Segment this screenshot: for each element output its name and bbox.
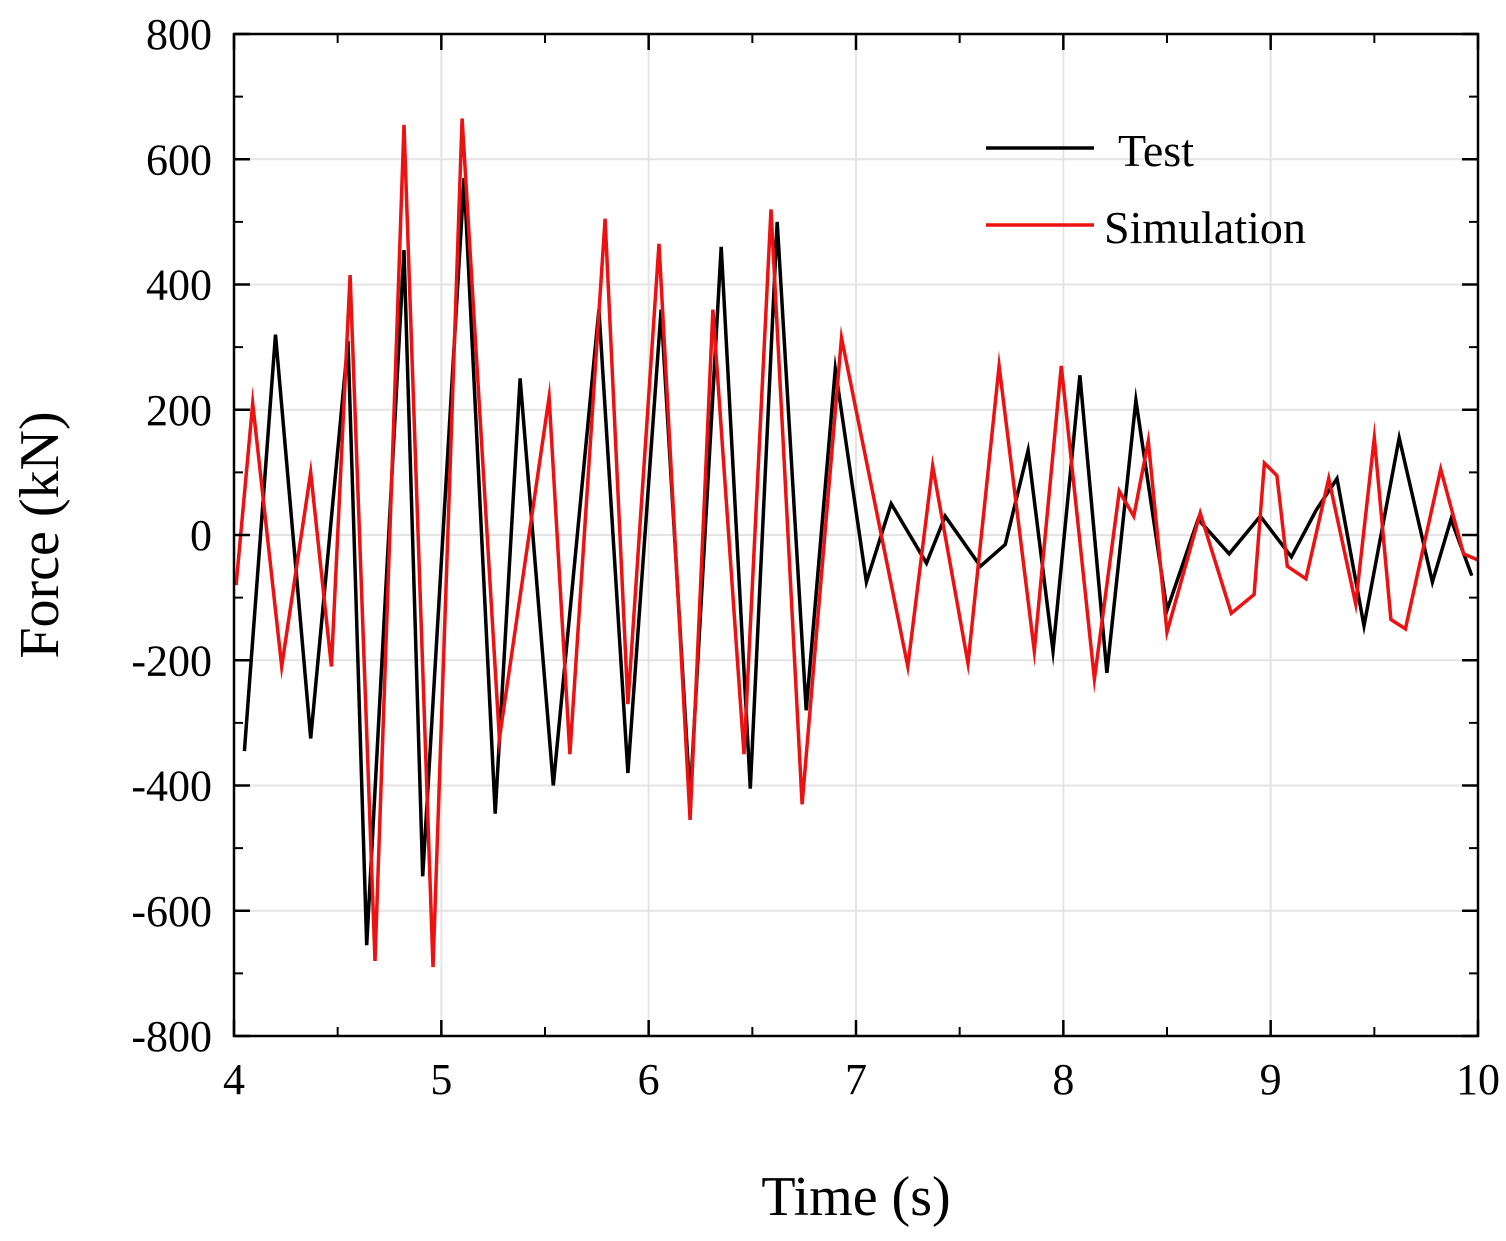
x-axis-title: Time (s) [761,1166,950,1228]
y-tick-label: -200 [131,636,212,685]
y-tick-label: 600 [146,135,212,184]
legend: Test Simulation [986,125,1306,253]
y-tick-label: 400 [146,261,212,310]
x-tick-label: 6 [638,1055,660,1104]
y-tick-label: 200 [146,386,212,435]
x-tick-label: 10 [1456,1055,1500,1104]
y-tick-label: -800 [131,1012,212,1061]
axis-ticks [232,32,1480,1038]
y-tick-label: 800 [146,10,212,59]
legend-label-test: Test [1118,125,1194,176]
series-line-simulation [234,118,1479,968]
x-tick-label: 7 [845,1055,867,1104]
series-lines [234,118,1479,968]
x-tick-label: 4 [223,1055,245,1104]
legend-label-simulation: Simulation [1104,202,1306,253]
x-tick-label: 9 [1260,1055,1282,1104]
y-tick-label: -400 [131,762,212,811]
tick-labels: 4 5 6 7 8 9 10 -800 -600 -400 -200 0 200 400 600 800 [131,10,1500,1104]
x-tick-label: 8 [1052,1055,1074,1104]
y-tick-label: -600 [131,887,212,936]
y-tick-label: 0 [190,511,212,560]
y-axis-title: Force (kN) [9,411,71,658]
x-tick-label: 5 [430,1055,452,1104]
